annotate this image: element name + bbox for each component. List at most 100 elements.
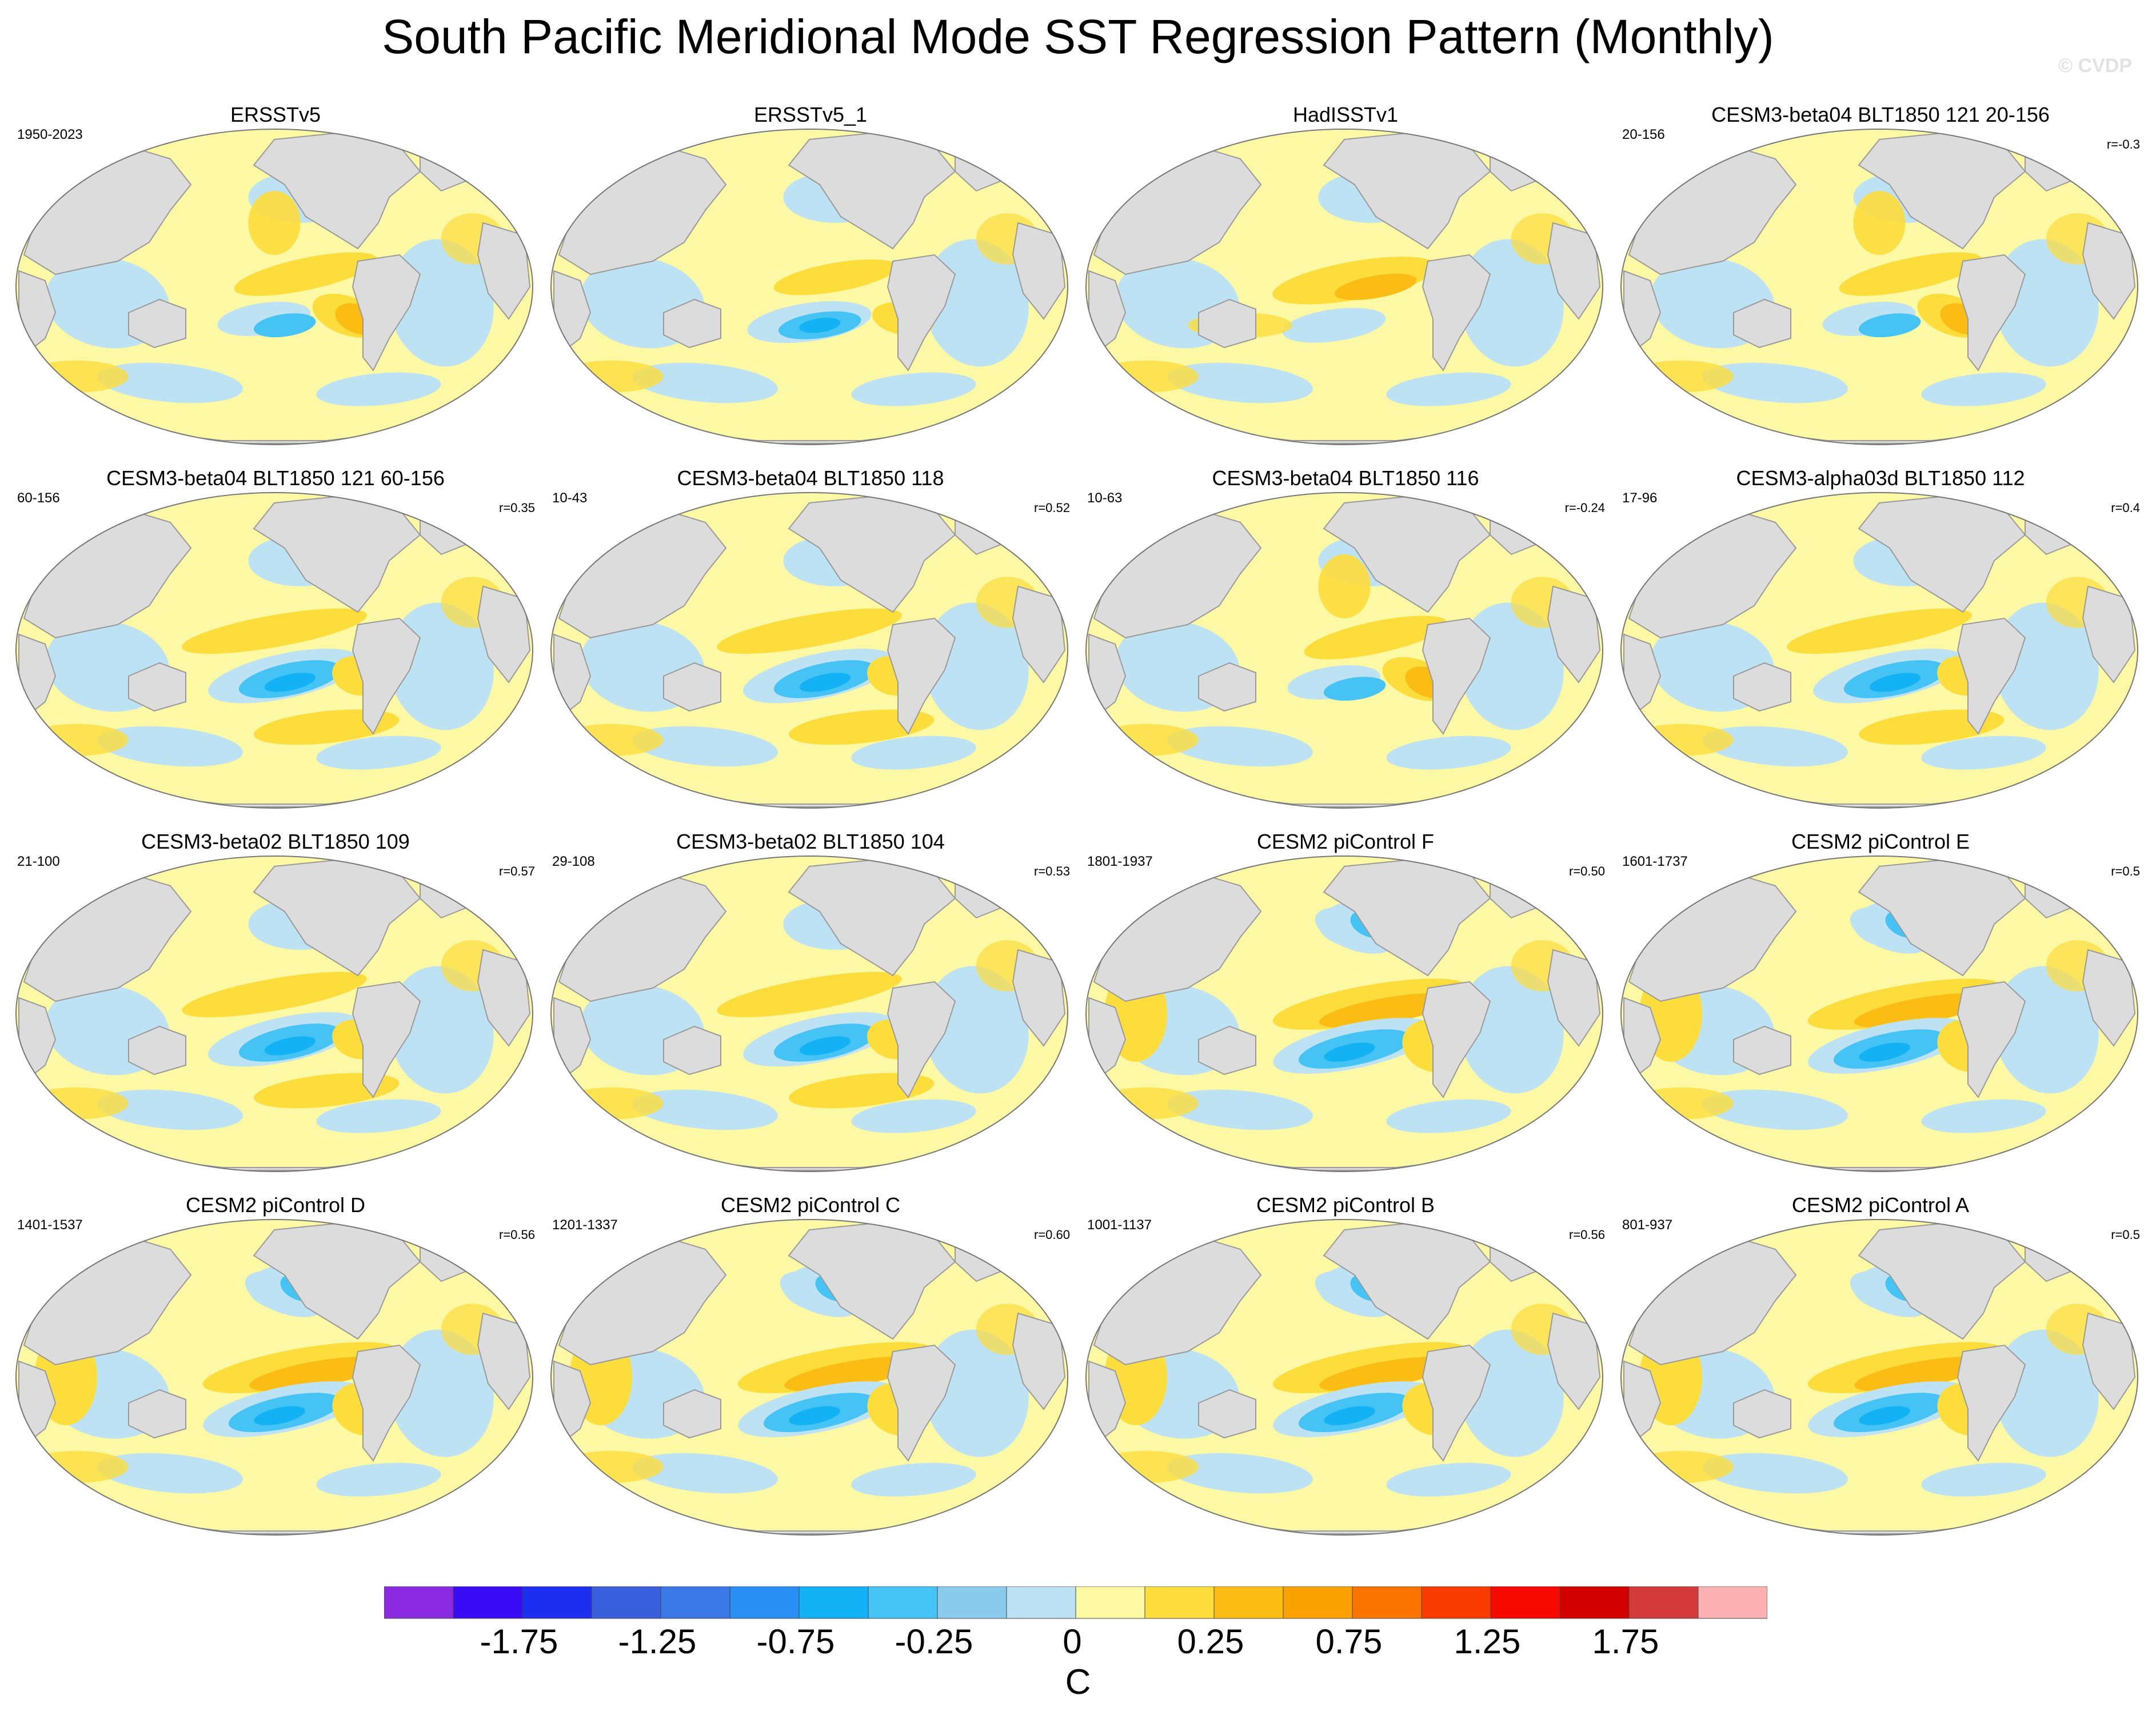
colorbar-swatch — [1006, 1586, 1076, 1619]
sst-regression-map — [1620, 856, 2138, 1172]
figure-title: South Pacific Meridional Mode SST Regres… — [382, 10, 1774, 63]
panel-period: 10-63 — [1087, 490, 1123, 506]
panel-period: 1950-2023 — [17, 127, 83, 142]
panel-title: CESM3-alpha03d BLT1850 112 — [1736, 466, 2025, 490]
panel-correlation: r=0.4 — [2111, 501, 2140, 515]
map-panel: CESM3-alpha03d BLT1850 112 17-96 r=0.4 — [1612, 466, 2149, 832]
map-panel: ERSSTv5 1950-2023 — [7, 103, 544, 469]
sst-regression-map — [1620, 1219, 2138, 1536]
watermark: © CVDP — [2058, 55, 2132, 77]
map-panel: CESM2 piControl D 1401-1537 r=0.56 — [7, 1193, 544, 1559]
panel-period: 1601-1737 — [1622, 854, 1688, 869]
colorbar-swatch — [729, 1586, 800, 1619]
colorbar — [384, 1586, 1767, 1619]
panel-period: 60-156 — [17, 490, 60, 506]
sst-regression-map — [550, 1219, 1068, 1536]
colorbar-swatch — [1698, 1586, 1767, 1619]
panel-correlation: r=-0.3 — [2106, 137, 2140, 151]
colorbar-swatch — [591, 1586, 661, 1619]
colorbar-tick-label: -0.75 — [756, 1622, 835, 1661]
colorbar-swatch — [1144, 1586, 1215, 1619]
panel-title: CESM2 piControl D — [185, 1193, 366, 1217]
sst-regression-map — [15, 1219, 533, 1536]
map-panel: CESM3-beta04 BLT1850 118 10-43 r=0.52 — [542, 466, 1079, 832]
map-panel: CESM2 piControl A 801-937 r=0.5 — [1612, 1193, 2149, 1559]
panel-period: 21-100 — [17, 854, 60, 869]
colorbar-tick-label: -1.25 — [618, 1622, 697, 1661]
panel-correlation: r=0.53 — [1034, 864, 1070, 878]
panel-correlation: r=0.57 — [499, 864, 535, 878]
map-panel: CESM3-beta02 BLT1850 109 21-100 r=0.57 — [7, 830, 544, 1196]
colorbar-swatch — [1628, 1586, 1699, 1619]
colorbar-swatch — [798, 1586, 869, 1619]
colorbar-swatch — [1283, 1586, 1353, 1619]
colorbar-tick-label: 1.75 — [1592, 1622, 1659, 1661]
panel-title: HadISSTv1 — [1292, 103, 1399, 126]
panel-title: CESM3-beta02 BLT1850 109 — [141, 830, 410, 853]
panel-title: CESM3-beta02 BLT1850 104 — [676, 830, 945, 853]
colorbar-tick-label: 1.25 — [1454, 1622, 1521, 1661]
panel-period: 29-108 — [552, 854, 595, 869]
colorbar-labels: -1.75 -1.25 -0.75 -0.25 0 0.25 0.75 1.25 1.75 — [0, 1622, 2156, 1662]
panel-correlation: r=0.50 — [1569, 864, 1605, 878]
sst-regression-map — [15, 129, 533, 445]
map-panel: CESM2 piControl F 1801-1937 r=0.50 — [1077, 830, 1614, 1196]
sst-regression-map — [1085, 492, 1603, 809]
panel-period: 1201-1337 — [552, 1217, 618, 1233]
panel-period: 1801-1937 — [1087, 854, 1153, 869]
map-panel: CESM3-beta04 BLT1850 121 60-156 60-156 r… — [7, 466, 544, 832]
colorbar-unit: C — [1065, 1662, 1091, 1702]
map-panel: HadISSTv1 — [1077, 103, 1614, 469]
colorbar-swatch — [660, 1586, 730, 1619]
panel-correlation: r=0.52 — [1034, 501, 1070, 515]
sst-regression-map — [550, 129, 1068, 445]
panel-period: 20-156 — [1622, 127, 1665, 142]
panel-period: 1001-1137 — [1087, 1217, 1152, 1233]
colorbar-tick-label: 0 — [1063, 1622, 1082, 1661]
map-panel: CESM2 piControl E 1601-1737 r=0.5 — [1612, 830, 2149, 1196]
panel-correlation: r=0.60 — [1034, 1228, 1070, 1242]
sst-regression-map — [1085, 1219, 1603, 1536]
colorbar-swatch — [1421, 1586, 1491, 1619]
map-panel: CESM3-beta04 BLT1850 121 20-156 20-156 r… — [1612, 103, 2149, 469]
colorbar-swatch — [937, 1586, 1007, 1619]
panel-period: 17-96 — [1622, 490, 1658, 506]
sst-regression-map — [15, 492, 533, 809]
panel-period: 1401-1537 — [17, 1217, 83, 1233]
panel-title: CESM2 piControl F — [1256, 830, 1435, 853]
colorbar-swatch — [453, 1586, 523, 1619]
sst-regression-map — [15, 856, 533, 1172]
panel-title: CESM2 piControl B — [1256, 1193, 1435, 1217]
panel-period: 10-43 — [552, 490, 588, 506]
panel-period: 801-937 — [1622, 1217, 1673, 1233]
panel-correlation: r=0.5 — [2111, 864, 2140, 878]
panel-correlation: r=0.5 — [2111, 1228, 2140, 1242]
colorbar-swatch — [522, 1586, 592, 1619]
colorbar-swatch — [1352, 1586, 1422, 1619]
colorbar-tick-label: -1.75 — [480, 1622, 558, 1661]
map-panel: CESM3-beta04 BLT1850 116 10-63 r=-0.24 — [1077, 466, 1614, 832]
panel-correlation: r=0.56 — [499, 1228, 535, 1242]
sst-regression-map — [550, 856, 1068, 1172]
map-panel: CESM2 piControl C 1201-1337 r=0.60 — [542, 1193, 1079, 1559]
colorbar-tick-label: 0.25 — [1177, 1622, 1244, 1661]
colorbar-tick-label: 0.75 — [1315, 1622, 1383, 1661]
sst-regression-map — [1620, 129, 2138, 445]
colorbar-swatch — [1490, 1586, 1560, 1619]
map-panel: ERSSTv5_1 — [542, 103, 1079, 469]
panel-title: CESM3-beta04 BLT1850 121 20-156 — [1711, 103, 2050, 126]
colorbar-swatch — [384, 1586, 454, 1619]
sst-regression-map — [1085, 856, 1603, 1172]
panel-title: CESM2 piControl C — [720, 1193, 901, 1217]
panel-title: CESM3-beta04 BLT1850 121 60-156 — [106, 466, 445, 490]
panel-title: CESM3-beta04 BLT1850 118 — [677, 466, 944, 490]
sst-regression-map — [1085, 129, 1603, 445]
map-panel: CESM3-beta02 BLT1850 104 29-108 r=0.53 — [542, 830, 1079, 1196]
colorbar-swatch — [1213, 1586, 1284, 1619]
colorbar-swatch — [1559, 1586, 1630, 1619]
colorbar-swatch — [868, 1586, 938, 1619]
map-panel: CESM2 piControl B 1001-1137 r=0.56 — [1077, 1193, 1614, 1559]
panel-title: CESM2 piControl A — [1791, 1193, 1970, 1217]
panel-title: CESM3-beta04 BLT1850 116 — [1212, 466, 1479, 490]
panel-title: CESM2 piControl E — [1791, 830, 1970, 853]
